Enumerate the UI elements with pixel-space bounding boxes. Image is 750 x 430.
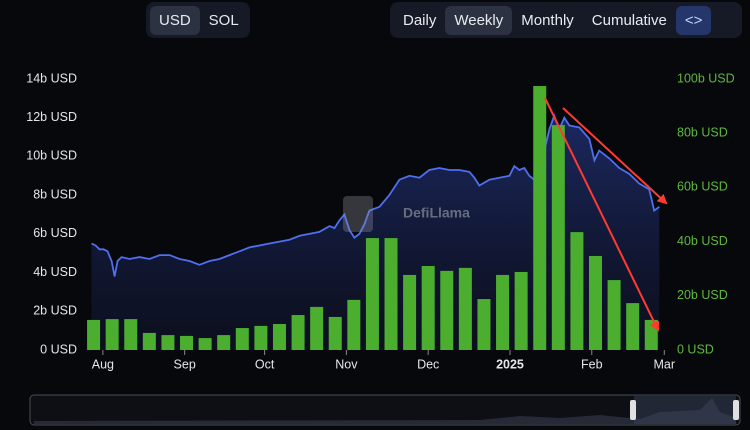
period-monthly[interactable]: Monthly: [521, 11, 574, 29]
bar: [142, 332, 156, 350]
x-tick-label: Nov: [335, 357, 358, 371]
bar: [87, 319, 101, 350]
y-tick-label: 6b USD: [33, 226, 77, 240]
bar: [365, 238, 379, 350]
bar: [272, 323, 286, 350]
embed-button[interactable]: <>: [675, 5, 712, 35]
y-tick-label: 14b USD: [26, 71, 77, 85]
period-cumulative[interactable]: Cumulative: [591, 11, 667, 29]
watermark-logo: [343, 196, 373, 232]
y-tick-label: 12b USD: [26, 110, 77, 124]
bar: [458, 267, 472, 350]
bar: [440, 270, 454, 350]
brush-track: [29, 394, 741, 426]
x-tick-label: Aug: [92, 357, 114, 371]
annotation-arrow: [544, 97, 659, 332]
bar: [607, 280, 621, 350]
brush-selection[interactable]: [634, 396, 736, 424]
bar: [421, 265, 435, 350]
x-tick-label: 2025: [496, 357, 524, 371]
bar: [514, 271, 528, 350]
brush-preview: [34, 398, 736, 424]
x-tick-label: Mar: [654, 357, 676, 371]
currency-toggle: USD SOL: [146, 2, 250, 38]
bar: [180, 335, 194, 350]
y2-tick-label: 60b USD: [677, 180, 728, 194]
bar: [589, 255, 602, 350]
period-toggle: Daily Weekly Monthly Cumulative <>: [390, 2, 742, 38]
bar: [551, 125, 565, 350]
bar: [328, 316, 342, 350]
y-tick-label: 8b USD: [33, 187, 77, 201]
x-tick-label: Feb: [581, 357, 603, 371]
bar: [384, 238, 398, 350]
range-brush[interactable]: [29, 394, 741, 426]
bar: [254, 325, 268, 350]
bar: [198, 338, 212, 350]
bar: [291, 315, 305, 350]
y-tick-label: 10b USD: [26, 149, 77, 163]
y2-tick-label: 0 USD: [677, 342, 714, 356]
currency-sol[interactable]: SOL: [208, 11, 239, 29]
y2-tick-label: 80b USD: [677, 125, 728, 139]
bar: [477, 299, 491, 350]
period-weekly[interactable]: Weekly: [445, 5, 513, 35]
x-tick-label: Sep: [174, 357, 196, 371]
brush-handle[interactable]: [733, 400, 739, 420]
annotation-arrow: [562, 107, 668, 205]
bar: [533, 86, 547, 351]
bar: [496, 274, 510, 350]
watermark: DefiLlama: [403, 205, 470, 221]
bar: [626, 303, 640, 350]
bar: [310, 306, 324, 350]
bar: [105, 319, 119, 350]
x-tick-label: Oct: [255, 357, 275, 371]
y-tick-label: 0 USD: [40, 342, 77, 356]
bar: [347, 299, 361, 350]
y-tick-label: 2b USD: [33, 304, 77, 318]
bar: [570, 232, 584, 350]
line: [91, 113, 660, 277]
x-tick-label: Dec: [417, 357, 439, 371]
y-tick-label: 4b USD: [33, 265, 77, 279]
period-daily[interactable]: Daily: [403, 11, 437, 29]
bar: [124, 319, 138, 350]
currency-usd[interactable]: USD: [150, 5, 200, 35]
brush-handle[interactable]: [630, 400, 636, 420]
bar: [161, 335, 175, 350]
y2-tick-label: 100b USD: [677, 71, 735, 85]
y2-tick-label: 40b USD: [677, 234, 728, 248]
bar: [235, 328, 249, 350]
bar: [217, 335, 231, 350]
y2-tick-label: 20b USD: [677, 288, 728, 302]
bar: [403, 274, 417, 350]
